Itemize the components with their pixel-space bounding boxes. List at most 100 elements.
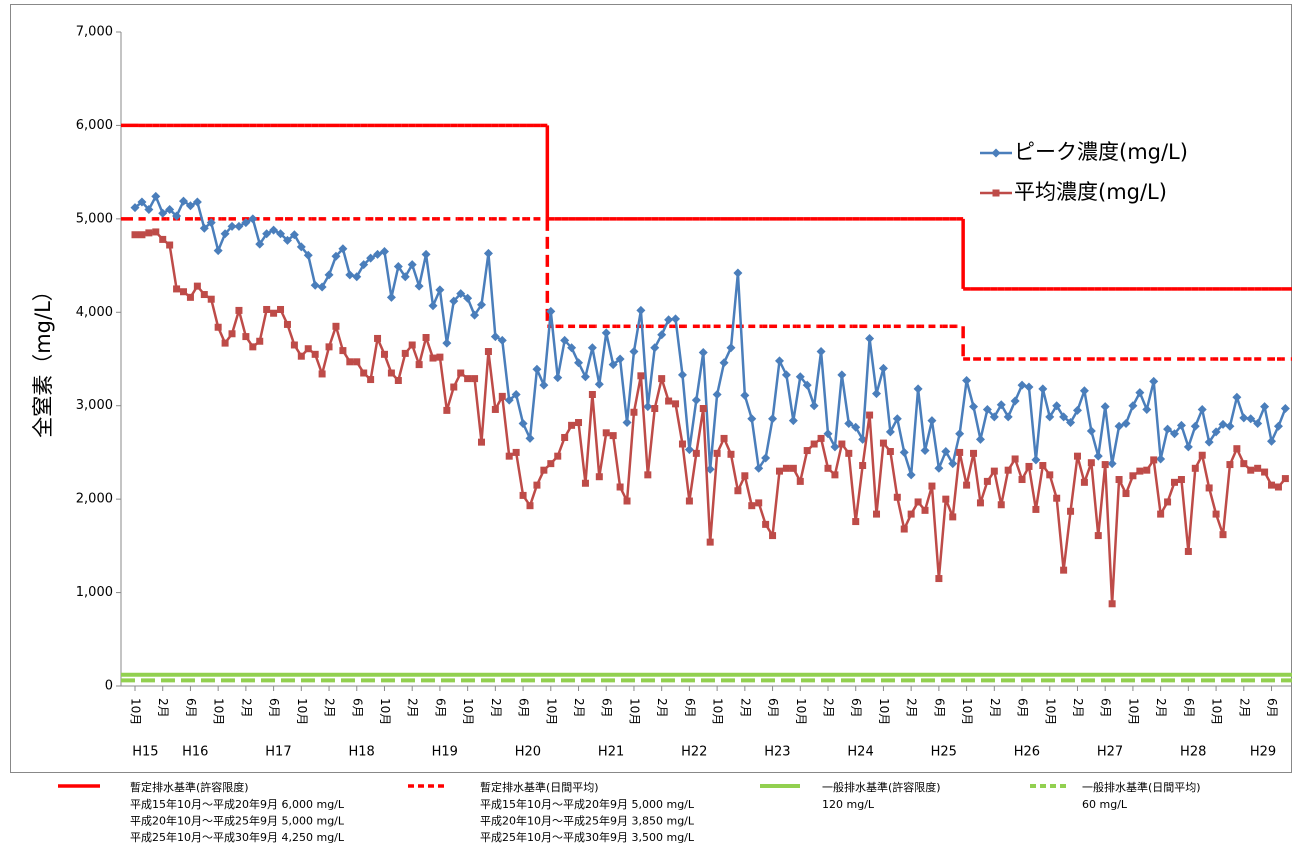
point — [289, 230, 299, 240]
y-tick-label: 3,000 — [76, 398, 113, 413]
legend-period: 平成20年10月～平成25年9月 3,850 mg/L — [480, 814, 695, 828]
point — [1143, 466, 1151, 474]
point — [1246, 414, 1256, 424]
point — [394, 376, 402, 384]
point — [151, 191, 161, 201]
point — [608, 360, 618, 370]
point — [214, 323, 222, 331]
point — [1239, 413, 1249, 423]
point — [1240, 460, 1248, 468]
legend-period: 平成25年10月～平成30年9月 4,250 mg/L — [130, 830, 345, 844]
year-label: H20 — [515, 745, 541, 760]
point — [976, 499, 984, 507]
point — [637, 372, 645, 380]
point — [1121, 418, 1131, 428]
legend-period: 平成20年10月～平成25年9月 5,000 mg/L — [130, 814, 345, 828]
point — [658, 375, 666, 383]
point — [595, 473, 603, 481]
point — [449, 296, 459, 306]
point — [1045, 412, 1055, 422]
point — [1212, 510, 1220, 518]
point — [878, 363, 888, 373]
point — [587, 343, 597, 353]
point — [1197, 404, 1207, 414]
point — [1267, 436, 1277, 446]
point — [1114, 421, 1124, 431]
x-tick-label: 10月 — [1043, 698, 1057, 725]
point — [387, 369, 395, 377]
point — [242, 333, 250, 341]
x-tick-label: 2月 — [1154, 698, 1168, 718]
point — [1115, 476, 1123, 484]
point — [823, 429, 833, 439]
point — [1150, 456, 1158, 464]
point — [719, 358, 729, 368]
x-tick-label: 10月 — [627, 698, 641, 725]
x-tick-label: 10月 — [1210, 698, 1224, 725]
point — [809, 401, 819, 411]
point — [256, 337, 264, 345]
point — [290, 341, 298, 349]
point — [1024, 382, 1034, 392]
point — [277, 305, 285, 313]
x-tick-label: 6月 — [517, 698, 531, 718]
point — [436, 353, 444, 361]
x-tick-label: 10月 — [794, 698, 808, 725]
point — [497, 335, 507, 345]
point — [851, 422, 861, 432]
point — [270, 309, 278, 317]
point — [1253, 418, 1263, 428]
point — [575, 419, 583, 427]
point — [374, 334, 382, 342]
point — [255, 239, 265, 249]
point — [651, 405, 659, 413]
point — [900, 525, 908, 533]
point — [781, 370, 791, 380]
point — [892, 414, 902, 424]
point — [1093, 451, 1103, 461]
point — [1122, 490, 1130, 498]
point — [734, 487, 742, 495]
point — [1107, 459, 1117, 469]
x-tick-label: 2月 — [738, 698, 752, 718]
point — [594, 379, 604, 389]
x-tick-label: 2月 — [988, 698, 1002, 718]
point — [464, 375, 472, 383]
legend-period: 平成25年10月～平成30年9月 3,500 mg/L — [480, 830, 695, 844]
point — [130, 203, 140, 213]
point — [304, 345, 312, 353]
point — [498, 392, 506, 400]
point — [740, 390, 750, 400]
point — [172, 211, 182, 221]
point — [331, 251, 341, 261]
point — [165, 205, 175, 215]
year-label: H25 — [931, 745, 957, 760]
legend-label: 暫定排水基準(許容限度) — [130, 780, 249, 794]
x-tick-label: 6月 — [600, 698, 614, 718]
x-tick-label: 10月 — [711, 698, 725, 725]
point — [1219, 531, 1227, 539]
point — [754, 463, 764, 473]
point — [1060, 566, 1068, 574]
point — [518, 418, 528, 428]
point — [352, 272, 362, 282]
point — [997, 501, 1005, 509]
point — [949, 513, 957, 521]
point — [796, 477, 804, 485]
point — [1031, 455, 1041, 465]
point — [484, 348, 492, 356]
point — [885, 427, 895, 437]
point — [727, 450, 735, 458]
point — [907, 510, 915, 518]
point — [795, 372, 805, 382]
point — [705, 464, 715, 474]
point — [698, 347, 708, 357]
point — [969, 402, 979, 412]
point — [263, 305, 271, 313]
point — [325, 343, 333, 351]
x-tick-label: 2月 — [822, 698, 836, 718]
point — [602, 429, 610, 437]
point — [622, 418, 632, 428]
point — [1025, 462, 1033, 470]
point — [346, 358, 354, 366]
